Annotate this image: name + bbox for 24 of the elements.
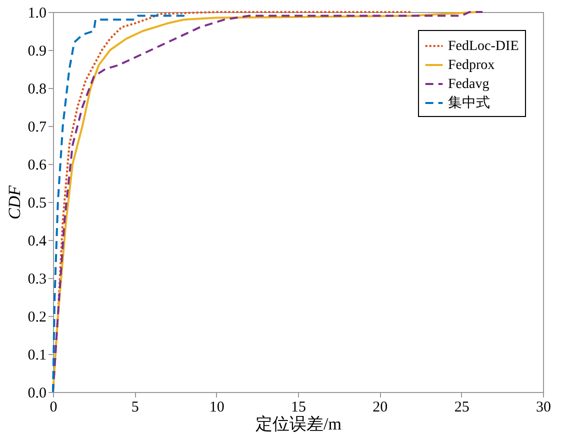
y-tick-label: 0.0 xyxy=(28,386,46,402)
x-tick-label: 30 xyxy=(536,400,551,416)
y-tick-label: 0.8 xyxy=(28,82,46,98)
x-tick-label: 0 xyxy=(50,400,58,416)
legend-label: Fedavg xyxy=(448,77,490,92)
y-tick-label: 0.7 xyxy=(28,120,47,136)
y-tick-label: 0.6 xyxy=(28,158,47,174)
legend-label: 集中式 xyxy=(448,95,490,111)
x-tick-label: 10 xyxy=(209,400,224,416)
y-axis-title: CDF xyxy=(4,184,24,220)
y-tick-label: 0.9 xyxy=(28,44,46,60)
y-tick-label: 0.2 xyxy=(28,310,46,326)
x-tick-label: 25 xyxy=(454,400,470,416)
y-tick-label: 0.1 xyxy=(28,348,46,364)
y-tick-label: 1.0 xyxy=(28,6,46,22)
legend-label: FedLoc-DIE xyxy=(448,39,519,54)
y-tick-label: 0.5 xyxy=(28,196,46,212)
legend-label: Fedprox xyxy=(448,58,495,73)
y-tick-label: 0.3 xyxy=(28,272,46,288)
x-tick-label: 5 xyxy=(131,400,139,416)
x-tick-label: 20 xyxy=(372,400,388,416)
y-tick-label: 0.4 xyxy=(28,234,47,250)
x-axis-title: 定位误差/m xyxy=(256,414,342,434)
x-tick-label: 15 xyxy=(291,400,306,416)
